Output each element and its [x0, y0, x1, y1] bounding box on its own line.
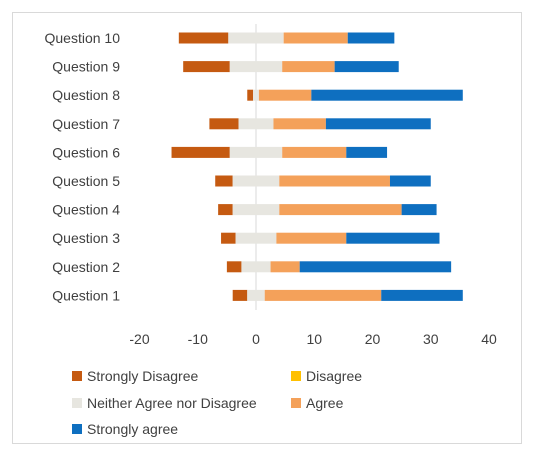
legend-item-strongly-disagree: Strongly Disagree: [72, 368, 198, 384]
legend-label-agree: Agree: [306, 395, 344, 411]
chart-frame: [12, 12, 522, 444]
x-tick-label: 0: [252, 331, 260, 347]
bar-agree-question-5: [279, 175, 390, 187]
x-tick-label: 10: [306, 331, 322, 347]
bar-neither-agree-nor-disagree-question-1: [247, 289, 265, 301]
category-label-question-7: Question 7: [52, 116, 120, 132]
legend-item-strongly-agree: Strongly agree: [72, 421, 178, 437]
bar-agree-question-8: [258, 89, 312, 101]
bar-strongly-disagree-question-8: [247, 89, 254, 101]
bar-agree-question-6: [282, 146, 347, 158]
bar-strongly-agree-question-6: [346, 146, 388, 158]
category-label-question-2: Question 2: [52, 259, 120, 275]
bar-strongly-agree-question-7: [325, 118, 431, 130]
bar-agree-question-7: [273, 118, 326, 130]
category-label-question-8: Question 8: [52, 87, 120, 103]
category-label-question-1: Question 1: [52, 287, 120, 303]
legend-label-neither: Neither Agree nor Disagree: [87, 395, 257, 411]
x-tick-label: 40: [481, 331, 497, 347]
bar-strongly-disagree-question-10: [178, 32, 229, 44]
x-tick-label: -20: [129, 331, 149, 347]
legend-label-strongly-agree: Strongly agree: [87, 421, 179, 437]
legend-swatch-neither: [72, 398, 82, 408]
category-label-question-3: Question 3: [52, 230, 120, 246]
legend-label-strongly-disagree: Strongly Disagree: [87, 368, 199, 384]
legend-item-disagree: Disagree: [291, 368, 362, 384]
category-label-question-4: Question 4: [52, 202, 120, 218]
bar-neither-agree-nor-disagree-question-3: [235, 232, 277, 244]
bar-strongly-disagree-question-4: [218, 204, 233, 216]
bar-strongly-disagree-question-6: [171, 146, 230, 158]
bar-strongly-agree-question-9: [334, 61, 399, 73]
bar-strongly-disagree-question-2: [226, 261, 242, 273]
bar-neither-agree-nor-disagree-question-8: [253, 89, 259, 101]
category-label-question-9: Question 9: [52, 59, 120, 75]
x-tick-label: 20: [365, 331, 381, 347]
bar-strongly-disagree-question-1: [232, 289, 248, 301]
x-tick-label: -10: [188, 331, 208, 347]
bar-agree-question-9: [282, 61, 335, 73]
bar-agree-question-4: [279, 204, 402, 216]
legend-swatch-disagree: [291, 371, 301, 381]
legend-swatch-strongly-agree: [72, 424, 82, 434]
legend-swatch-agree: [291, 398, 301, 408]
bar-agree-question-10: [283, 32, 348, 44]
bar-strongly-agree-question-8: [311, 89, 463, 101]
bar-neither-agree-nor-disagree-question-5: [232, 175, 280, 187]
bar-neither-agree-nor-disagree-question-10: [228, 32, 284, 44]
category-label-question-10: Question 10: [45, 30, 121, 46]
legend-item-agree: Agree: [291, 395, 343, 411]
category-label-question-6: Question 6: [52, 144, 120, 160]
bar-strongly-agree-question-1: [381, 289, 463, 301]
bar-neither-agree-nor-disagree-question-9: [229, 61, 283, 73]
bar-strongly-disagree-question-5: [215, 175, 233, 187]
bar-agree-question-2: [270, 261, 300, 273]
bar-strongly-disagree-question-3: [221, 232, 236, 244]
bar-strongly-agree-question-10: [347, 32, 395, 44]
bar-agree-question-3: [276, 232, 347, 244]
bar-agree-question-1: [264, 289, 382, 301]
bar-neither-agree-nor-disagree-question-4: [232, 204, 280, 216]
legend-item-neither: Neither Agree nor Disagree: [72, 395, 257, 411]
bar-neither-agree-nor-disagree-question-7: [238, 118, 274, 130]
bar-strongly-agree-question-4: [401, 204, 437, 216]
bar-neither-agree-nor-disagree-question-6: [229, 146, 283, 158]
bar-strongly-agree-question-2: [299, 261, 452, 273]
x-tick-label: 30: [423, 331, 439, 347]
bar-strongly-agree-question-3: [346, 232, 440, 244]
bar-strongly-disagree-question-7: [209, 118, 239, 130]
legend-swatch-strongly-disagree: [72, 371, 82, 381]
bar-neither-agree-nor-disagree-question-2: [241, 261, 271, 273]
legend-label-disagree: Disagree: [306, 368, 363, 384]
category-label-question-5: Question 5: [52, 173, 120, 189]
bar-strongly-disagree-question-9: [183, 61, 230, 73]
bar-strongly-agree-question-5: [389, 175, 431, 187]
